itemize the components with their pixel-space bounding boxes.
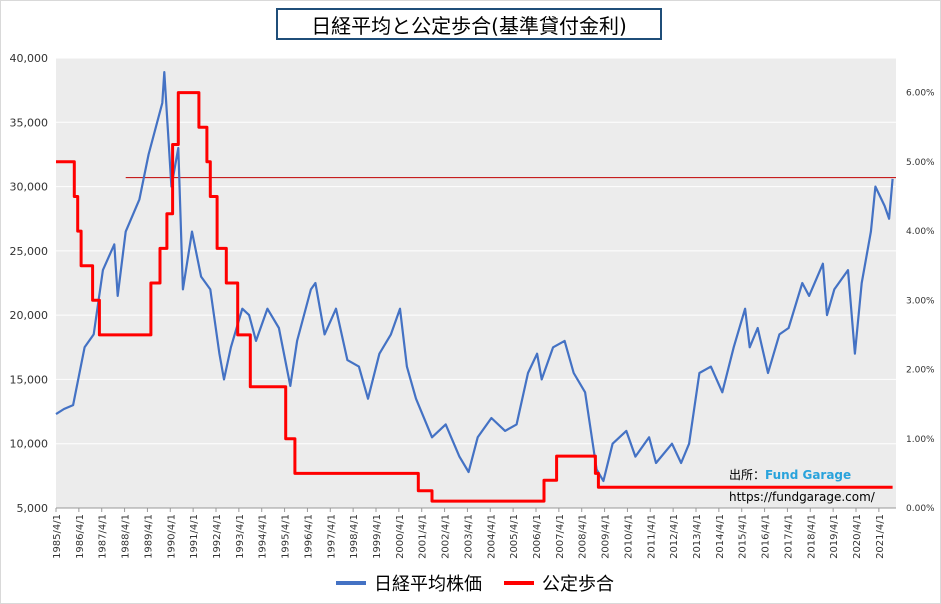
x-tick-label: 2013/4/1 [692,514,703,559]
x-tick-label: 1986/4/1 [75,514,86,559]
x-tick-label: 2020/4/1 [852,514,863,559]
x-tick-label: 1985/4/1 [52,514,63,559]
x-tick-label: 2003/4/1 [463,514,474,559]
x-tick-label: 1998/4/1 [349,514,360,559]
x-tick-label: 1995/4/1 [281,514,292,559]
y-left-tick-label: 5,000 [17,502,49,515]
y-right-tick-label: 6.00% [906,89,935,99]
legend-label-discount-rate: 公定歩合 [542,574,614,595]
legend-item-discount-rate: 公定歩合 [504,570,614,596]
x-tick-label: 1990/4/1 [166,514,177,559]
y-right-tick-label: 3.00% [906,296,935,306]
x-tick-label: 2007/4/1 [555,514,566,559]
y-right-tick-label: 5.00% [906,158,935,168]
chart-title: 日経平均と公定歩合(基準貸付金利) [276,8,662,40]
x-tick-label: 2010/4/1 [623,514,634,559]
credit-label: 出所： [729,468,766,482]
plot-area [56,58,896,508]
credit-url: https://fundgarage.com/ [729,490,875,504]
credit-brand: Fund Garage [765,468,852,482]
x-tick-label: 1994/4/1 [258,514,269,559]
x-tick-label: 2014/4/1 [715,514,726,559]
x-tick-label: 2011/4/1 [646,514,657,559]
x-tick-label: 1997/4/1 [326,514,337,559]
x-tick-label: 2009/4/1 [601,514,612,559]
y-right-tick-label: 1.00% [906,435,935,445]
legend-label-nikkei: 日経平均株価 [374,574,482,595]
x-tick-label: 1996/4/1 [303,514,314,559]
y-left-tick-label: 40,000 [10,52,49,65]
y-left-tick-label: 15,000 [10,373,49,386]
x-tick-label: 2002/4/1 [441,514,452,559]
y-right-tick-label: 0.00% [906,504,935,514]
x-tick-label: 1992/4/1 [212,514,223,559]
x-tick-label: 2006/4/1 [532,514,543,559]
y-left-tick-label: 20,000 [10,309,49,322]
x-tick-label: 1991/4/1 [189,514,200,559]
y-left-tick-label: 10,000 [10,438,49,451]
x-tick-label: 1993/4/1 [235,514,246,559]
x-tick-label: 2012/4/1 [669,514,680,559]
y-left-tick-label: 30,000 [10,181,49,194]
x-tick-label: 2008/4/1 [578,514,589,559]
x-tick-label: 2016/4/1 [761,514,772,559]
legend-swatch-discount-rate [504,581,534,585]
x-tick-label: 1987/4/1 [98,514,109,559]
y-right-tick-label: 4.00% [906,227,935,237]
x-tick-label: 2018/4/1 [806,514,817,559]
x-tick-label: 2000/4/1 [395,514,406,559]
x-tick-label: 1989/4/1 [143,514,154,559]
chart-legend: 日経平均株価 公定歩合 [336,570,636,596]
x-tick-label: 2005/4/1 [509,514,520,559]
legend-item-nikkei: 日経平均株価 [336,570,482,596]
x-tick-label: 2019/4/1 [829,514,840,559]
x-tick-label: 2004/4/1 [486,514,497,559]
x-tick-label: 1988/4/1 [121,514,132,559]
y-left-tick-label: 25,000 [10,245,49,258]
x-tick-label: 2001/4/1 [418,514,429,559]
x-tick-label: 2021/4/1 [875,514,886,559]
y-left-tick-label: 35,000 [10,116,49,129]
series-line-discount-rate [56,91,893,503]
y-right-tick-label: 2.00% [906,366,935,376]
series-line-nikkei [55,71,894,483]
x-tick-label: 2015/4/1 [738,514,749,559]
legend-swatch-nikkei [336,581,366,585]
x-tick-label: 1999/4/1 [372,514,383,559]
x-tick-label: 2017/4/1 [783,514,794,559]
source-credit: 出所：Fund Garage https://fundgarage.com/ [729,464,875,508]
